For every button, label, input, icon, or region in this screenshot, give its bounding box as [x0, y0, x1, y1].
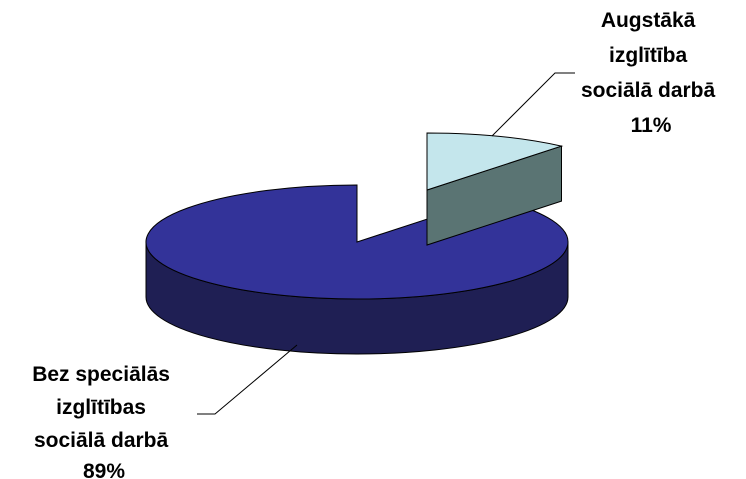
slice-augstaka	[426, 132, 564, 191]
slice-label-augstaka: Augstākā izglītība sociālā darbā 11%	[581, 9, 721, 137]
slice-value-bez-specialas: 89%	[83, 460, 125, 479]
leader-line-augstaka	[491, 72, 575, 137]
slice-label-bez-specialas: Bez speciālās izglītības sociālā darbā 8…	[32, 363, 176, 479]
slice-value-augstaka: 11%	[631, 114, 672, 137]
leader-line-bez-specialas	[197, 344, 298, 415]
